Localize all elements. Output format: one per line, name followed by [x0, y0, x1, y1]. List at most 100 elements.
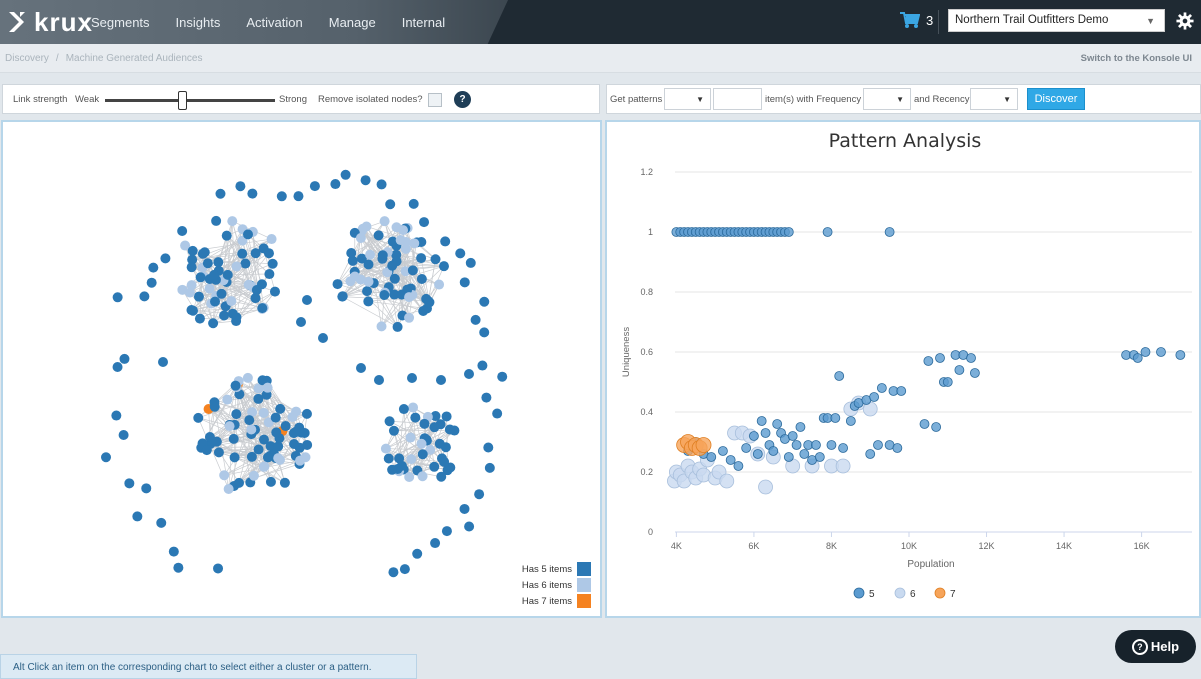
isolated-node[interactable]: [160, 253, 171, 264]
cluster-node[interactable]: [355, 274, 366, 285]
scatter-point-series-6[interactable]: [758, 479, 773, 495]
cluster-node[interactable]: [416, 438, 427, 449]
cluster-node[interactable]: [389, 273, 400, 284]
isolated-node[interactable]: [430, 538, 441, 549]
isolated-node[interactable]: [141, 483, 152, 494]
cluster-node[interactable]: [406, 454, 417, 465]
cluster-node[interactable]: [211, 436, 222, 447]
cluster-node[interactable]: [377, 250, 388, 261]
cluster-node[interactable]: [416, 253, 427, 264]
discover-button[interactable]: Discover: [1027, 88, 1085, 110]
cluster-node[interactable]: [270, 412, 281, 423]
cluster-node[interactable]: [237, 248, 248, 259]
cluster-node[interactable]: [246, 451, 257, 462]
isolated-node[interactable]: [455, 248, 466, 259]
nav-activation[interactable]: Activation: [246, 14, 303, 30]
cluster-node[interactable]: [416, 273, 427, 284]
scatter-point-series-5[interactable]: [772, 419, 783, 429]
cluster-node[interactable]: [186, 262, 197, 273]
cluster-node[interactable]: [257, 303, 268, 314]
cluster-node[interactable]: [187, 245, 198, 256]
isolated-node[interactable]: [407, 373, 417, 383]
cluster-node[interactable]: [253, 393, 264, 404]
cluster-node[interactable]: [387, 260, 398, 271]
cluster-node[interactable]: [266, 234, 277, 245]
cluster-node[interactable]: [429, 461, 440, 472]
isolated-node[interactable]: [119, 353, 130, 364]
scatter-point-series-5[interactable]: [811, 440, 821, 450]
cluster-node[interactable]: [434, 438, 445, 449]
scatter-point-series-5[interactable]: [1156, 347, 1166, 357]
cluster-node[interactable]: [434, 279, 445, 290]
cluster-node[interactable]: [379, 216, 390, 227]
isolated-node[interactable]: [492, 408, 503, 419]
cluster-node[interactable]: [430, 254, 441, 265]
cluster-node[interactable]: [387, 236, 398, 247]
cluster-node[interactable]: [265, 441, 276, 452]
scatter-point-series-5[interactable]: [799, 449, 810, 459]
isolated-node[interactable]: [211, 215, 222, 226]
cluster-node[interactable]: [289, 438, 300, 449]
legend-marker-series-5[interactable]: [853, 587, 865, 599]
cluster-node[interactable]: [262, 452, 273, 463]
isolated-node[interactable]: [419, 217, 430, 228]
isolated-node[interactable]: [459, 503, 470, 514]
isolated-node[interactable]: [483, 442, 494, 453]
cluster-node[interactable]: [373, 230, 384, 241]
cluster-node[interactable]: [246, 424, 257, 435]
cluster-node[interactable]: [424, 297, 435, 308]
scatter-point-series-5[interactable]: [1140, 347, 1151, 357]
scatter-point-series-5[interactable]: [935, 353, 945, 363]
scatter-point-series-5[interactable]: [892, 443, 903, 453]
scatter-point-series-5[interactable]: [1132, 353, 1143, 363]
nav-manage[interactable]: Manage: [328, 14, 376, 30]
cluster-node[interactable]: [177, 284, 188, 295]
cluster-node[interactable]: [194, 313, 205, 324]
scatter-point-series-5[interactable]: [783, 227, 794, 237]
cluster-node[interactable]: [429, 422, 440, 433]
scatter-point-series-5[interactable]: [787, 431, 798, 441]
scatter-point-series-5[interactable]: [749, 431, 759, 441]
scatter-point-series-5[interactable]: [814, 452, 825, 462]
cluster-node[interactable]: [251, 285, 262, 296]
isolated-node[interactable]: [111, 410, 122, 421]
isolated-node[interactable]: [158, 357, 168, 367]
cluster-node[interactable]: [234, 477, 245, 488]
scatter-point-series-5[interactable]: [923, 356, 934, 366]
cluster-node[interactable]: [208, 318, 219, 329]
isolated-node[interactable]: [465, 257, 476, 268]
isolated-node[interactable]: [474, 489, 485, 500]
krux-logo[interactable]: krux: [6, 6, 93, 38]
cluster-node[interactable]: [438, 261, 449, 272]
cluster-node[interactable]: [417, 471, 428, 482]
cluster-node[interactable]: [262, 382, 273, 393]
isolated-node[interactable]: [484, 462, 495, 473]
nav-segments[interactable]: Segments: [91, 14, 150, 30]
cluster-node[interactable]: [436, 471, 447, 482]
cluster-node[interactable]: [193, 291, 204, 302]
cluster-node[interactable]: [258, 434, 269, 445]
cart-button[interactable]: 3: [900, 11, 933, 29]
remove-isolated-nodes-checkbox[interactable]: [428, 93, 442, 107]
cluster-node[interactable]: [379, 289, 390, 300]
cluster-node[interactable]: [376, 321, 387, 332]
cluster-node[interactable]: [199, 247, 210, 258]
cluster-node[interactable]: [383, 453, 394, 464]
cluster-node[interactable]: [384, 416, 395, 427]
cluster-node[interactable]: [213, 447, 224, 458]
isolated-node[interactable]: [464, 521, 475, 532]
scatter-point-series-5[interactable]: [752, 449, 763, 459]
isolated-node[interactable]: [302, 295, 312, 305]
scatter-point-series-5[interactable]: [756, 416, 767, 426]
cluster-node[interactable]: [405, 432, 416, 443]
cluster-node[interactable]: [213, 257, 224, 268]
isolated-node[interactable]: [470, 314, 481, 325]
cluster-node[interactable]: [221, 230, 232, 241]
cluster-node[interactable]: [389, 289, 400, 300]
isolated-node[interactable]: [112, 362, 123, 373]
cluster-node[interactable]: [407, 265, 418, 276]
isolated-node[interactable]: [173, 562, 184, 573]
legend-label-series-6[interactable]: 6: [910, 589, 916, 600]
cluster-node[interactable]: [391, 222, 402, 233]
cluster-node[interactable]: [180, 240, 191, 251]
